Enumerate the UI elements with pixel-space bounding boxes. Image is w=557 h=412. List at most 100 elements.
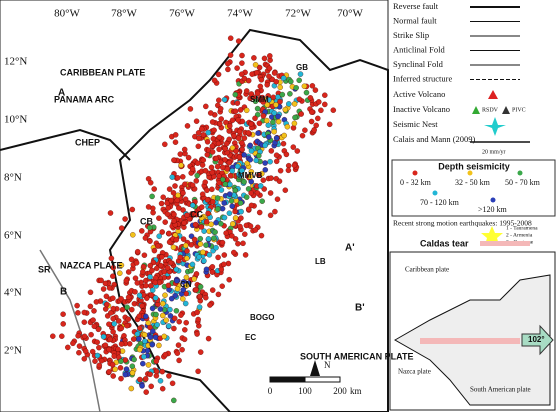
quake-dot — [89, 348, 96, 355]
quake-dot — [156, 233, 162, 239]
quake-dot — [235, 240, 241, 247]
quake-dot — [225, 60, 231, 67]
quake-dot — [183, 319, 189, 326]
quake-dot — [212, 229, 218, 235]
quake-dot — [207, 302, 213, 308]
quake-dot — [178, 162, 184, 169]
quake-dot — [91, 308, 97, 314]
quake-dot — [81, 356, 88, 362]
quake-dot — [194, 309, 200, 316]
quake-dot — [210, 135, 217, 142]
quake-dot — [179, 346, 185, 353]
quake-dot — [254, 90, 261, 97]
map-label: CARIBBEAN PLATE — [60, 67, 145, 77]
quake-dot — [92, 358, 98, 364]
legend-text: Calais and Mann (2009) — [393, 134, 476, 144]
quake-dot — [218, 266, 225, 273]
quake-dot — [181, 220, 187, 226]
quake-dot — [290, 144, 297, 150]
quake-dot — [219, 164, 226, 171]
quake-dot — [162, 219, 168, 225]
quake-dot — [145, 362, 152, 368]
quake-dot — [141, 332, 148, 338]
quake-dot — [223, 140, 230, 147]
quake-dot — [118, 262, 125, 268]
map-label: GB — [296, 63, 308, 72]
quake-dot — [111, 321, 117, 327]
quake-dot — [183, 274, 190, 281]
quake-dot — [322, 92, 328, 98]
quake-dot — [149, 267, 155, 274]
map-label: B' — [355, 303, 365, 314]
quake-dot — [134, 248, 141, 255]
quake-dot — [226, 191, 233, 197]
legend-text: PIVC — [512, 107, 526, 113]
quake-dot — [249, 71, 255, 77]
quake-dot — [87, 303, 94, 310]
active-volcano — [488, 90, 498, 99]
quake-dot — [196, 304, 203, 310]
quake-dot — [140, 269, 146, 275]
quake-dot — [211, 77, 218, 84]
quake-dot — [235, 117, 241, 123]
quake-dot — [284, 123, 291, 130]
quake-dot — [153, 358, 160, 365]
legend-text: Normal fault — [393, 15, 437, 25]
quake-dot — [316, 99, 322, 105]
map-label: EC — [245, 333, 256, 342]
quake-dot — [229, 203, 235, 209]
quake-dot — [166, 230, 172, 237]
quake-dot — [95, 326, 102, 333]
quake-dot — [296, 96, 303, 102]
quake-dot — [178, 312, 184, 318]
quake-dot — [111, 353, 117, 359]
quake-dot — [174, 286, 181, 292]
quake-dot — [136, 313, 143, 319]
north: N — [324, 360, 331, 370]
quake-dot — [209, 264, 216, 270]
quake-dot — [227, 35, 234, 41]
quake-dot — [242, 231, 248, 237]
quake-dot — [236, 154, 243, 160]
depth-title: Depth seismicity — [438, 161, 510, 171]
quake-dot — [257, 83, 264, 90]
quake-dot — [76, 343, 83, 349]
map-label: A — [58, 88, 65, 99]
quake-dot — [118, 225, 125, 231]
quake-dot — [70, 340, 76, 347]
quake-dot — [226, 159, 233, 166]
depth-label: 70 - 120 km — [420, 198, 460, 207]
quake-dot — [217, 120, 223, 127]
quake-dot — [180, 287, 187, 293]
quake-dot — [211, 235, 217, 241]
quake-dot — [195, 143, 202, 150]
quake-dot — [200, 132, 207, 138]
quake-dot — [176, 318, 182, 325]
quake-dot — [152, 334, 159, 341]
quake-dot — [204, 187, 210, 194]
lat-label: 2°N — [4, 345, 22, 357]
quake-dot — [173, 308, 180, 314]
quake-dot — [93, 299, 100, 305]
quake-dot — [96, 362, 103, 369]
quake-dot — [254, 105, 261, 112]
quake-dot — [221, 252, 228, 258]
depth-label: 0 - 32 km — [400, 178, 432, 187]
quake-dot — [209, 287, 216, 293]
quake-dot — [220, 176, 226, 183]
quake-dot — [163, 317, 169, 323]
quake-dot — [205, 129, 212, 136]
quake-dot — [197, 241, 204, 247]
quake-dot — [129, 363, 136, 369]
quake-dot — [259, 198, 265, 204]
quake-dot — [248, 190, 254, 196]
quake-dot — [237, 173, 244, 179]
quake-dot — [203, 266, 210, 273]
quake-dot — [238, 215, 244, 221]
quake-dot — [60, 321, 66, 327]
quake-dot — [136, 336, 142, 342]
quake-dot — [147, 262, 154, 269]
quake-dot — [256, 120, 263, 127]
quake-dot — [241, 152, 247, 158]
